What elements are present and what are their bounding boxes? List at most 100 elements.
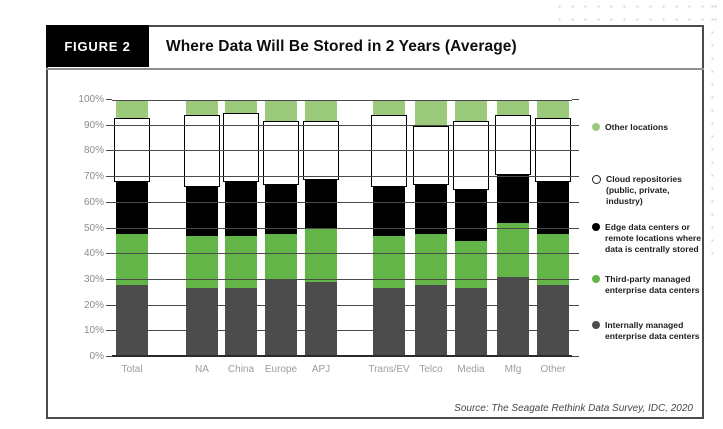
y-axis-label: 100% [78, 94, 104, 105]
y-axis-tick [106, 125, 112, 126]
bar-segment [225, 287, 257, 357]
bar-segment [415, 184, 447, 234]
y-axis-label: 20% [83, 300, 104, 311]
gridline [112, 355, 572, 357]
hollow-circle-icon [592, 175, 601, 184]
bar-segment [265, 100, 297, 121]
x-axis-label: China [227, 364, 255, 375]
bar-segment [305, 179, 337, 229]
y-axis-label: 10% [83, 325, 104, 336]
y-axis-tick [572, 356, 579, 357]
bar-segment [537, 233, 569, 286]
bar-segment [305, 228, 337, 283]
bar-segment [453, 120, 489, 190]
x-axis-label: Telco [419, 364, 443, 375]
lightgreen-circle-icon [592, 123, 600, 131]
x-axis-label: Media [457, 364, 485, 375]
bar-segment [497, 223, 529, 278]
gridline [112, 253, 572, 254]
bar-segment [263, 120, 299, 185]
gridline [112, 330, 572, 331]
bar-segment [497, 277, 529, 357]
chart-legend: Other locations Cloud repositories (publi… [592, 27, 706, 421]
bar-segment [223, 112, 259, 183]
y-axis-label: 80% [83, 145, 104, 156]
y-axis-label: 90% [83, 120, 104, 131]
gridline [112, 305, 572, 306]
x-axis-label: Trans/EV [368, 364, 410, 375]
y-axis-tick [572, 125, 579, 126]
y-axis-tick [106, 356, 112, 357]
y-axis-label: 0% [89, 351, 104, 362]
y-axis-tick [106, 305, 112, 306]
y-axis-tick [106, 202, 112, 203]
y-axis-tick [106, 176, 112, 177]
bar-segment [116, 182, 148, 234]
gridline [112, 202, 572, 203]
y-axis-tick [572, 253, 579, 254]
x-axis-label: Mfg [504, 364, 522, 375]
bar-segment [186, 100, 218, 116]
bar-segment [371, 115, 407, 188]
bar-segment [415, 285, 447, 357]
legend-label: Other locations [605, 122, 669, 132]
bar-segment [184, 115, 220, 188]
y-axis-tick [572, 150, 579, 151]
legend-label: Edge data centers or remote locations wh… [605, 222, 701, 255]
y-axis-tick [572, 279, 579, 280]
bar-segment [415, 233, 447, 286]
legend-item: Cloud repositories (public, private, ind… [592, 174, 706, 208]
x-axis-label: Europe [264, 364, 298, 375]
bar-segment [455, 189, 487, 242]
bar-segment [305, 282, 337, 357]
legend-item: Other locations [592, 122, 705, 133]
y-axis-label: 30% [83, 274, 104, 285]
legend-item: Third-party managed enterprise data cent… [592, 274, 705, 296]
legend-item: Internally managed enterprise data cente… [592, 320, 705, 342]
black-circle-icon [592, 223, 600, 231]
gridline [112, 228, 572, 229]
gridline [112, 125, 572, 126]
gridline [112, 176, 572, 177]
y-axis-label: 70% [83, 171, 104, 182]
bar-segment [265, 233, 297, 280]
legend-label: Third-party managed enterprise data cent… [605, 274, 700, 296]
bar-segment [373, 287, 405, 357]
y-axis-tick [572, 99, 579, 100]
y-axis-tick [106, 253, 112, 254]
bar-segment [225, 100, 257, 113]
y-axis-label: 60% [83, 197, 104, 208]
bar-segment [537, 182, 569, 234]
bar-segment [455, 241, 487, 288]
bar-segment [537, 285, 569, 357]
x-axis-label: Total [121, 364, 143, 375]
y-axis-tick [572, 202, 579, 203]
y-axis-tick [106, 279, 112, 280]
legend-label: Internally managed enterprise data cente… [605, 320, 700, 342]
x-axis-label: NA [195, 364, 209, 375]
bar-segment [265, 279, 297, 357]
bar-segment [265, 184, 297, 234]
y-axis-label: 50% [83, 223, 104, 234]
header-divider [46, 68, 704, 70]
y-axis-tick [106, 150, 112, 151]
legend-label: Cloud repositories (public, private, ind… [606, 174, 682, 207]
bar-segment [225, 182, 257, 237]
figure-number-badge: FIGURE 2 [46, 25, 149, 67]
y-axis-tick [106, 330, 112, 331]
bar-segment [116, 233, 148, 286]
gridline [112, 100, 572, 101]
figure-card: FIGURE 2 Where Data Will Be Stored in 2 … [46, 25, 704, 419]
bar-segment [116, 285, 148, 357]
bar-segment [413, 125, 449, 185]
bar-segment [373, 100, 405, 116]
y-axis-tick [572, 228, 579, 229]
y-axis-tick [106, 99, 112, 100]
legend-item: Edge data centers or remote locations wh… [592, 222, 705, 256]
x-axis-label: Other [540, 364, 566, 375]
x-axis-label: APJ [311, 364, 331, 375]
bar-segment [186, 287, 218, 357]
background-dot-pattern [553, 0, 723, 26]
bar-segment [116, 100, 148, 118]
stacked-bar-chart: 0% 10% 20% 30% 40% 50% 60% 70% 80% 90% 100% Total NA… [78, 94, 579, 375]
